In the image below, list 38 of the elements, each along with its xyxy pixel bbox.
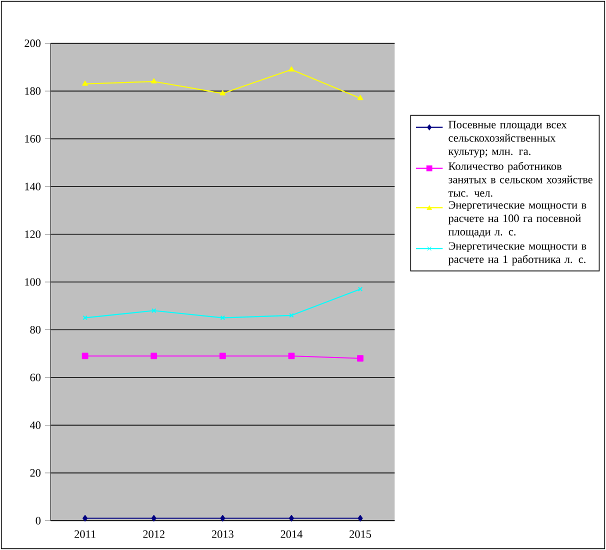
legend-label: Количество работников занятых в сельском хозяйстве тыс. чел. bbox=[448, 162, 592, 197]
point bbox=[151, 78, 157, 84]
x-tick-label: 2015 bbox=[350, 530, 372, 538]
point bbox=[358, 515, 363, 522]
y-tick-label: 80 bbox=[30, 326, 41, 334]
y-tick-label: 60 bbox=[30, 374, 41, 382]
point bbox=[219, 352, 226, 360]
point bbox=[357, 355, 364, 362]
y-tick-label: 120 bbox=[25, 230, 41, 238]
y-tick-label: 40 bbox=[30, 421, 41, 429]
x-tick-label: 2012 bbox=[143, 530, 164, 538]
point bbox=[288, 352, 295, 360]
y-tick-label: 0 bbox=[36, 516, 41, 524]
point bbox=[151, 515, 156, 522]
y-tick-label: 20 bbox=[30, 469, 41, 477]
y-tick-label: 200 bbox=[24, 40, 41, 48]
y-tick-label: 100 bbox=[25, 278, 41, 286]
point bbox=[288, 515, 294, 522]
y-tick-label: 140 bbox=[25, 182, 41, 190]
point bbox=[82, 515, 88, 522]
x-tick-label: 2014 bbox=[280, 530, 303, 538]
x-tick-label: 2011 bbox=[74, 530, 96, 538]
point bbox=[288, 66, 294, 72]
y-tick-label: 180 bbox=[25, 87, 41, 95]
point bbox=[357, 95, 364, 100]
legend-label: Энергетические мощности в расчете на 100 га посевной площади л. с. bbox=[448, 201, 586, 238]
legend-label: Энергетические мощности в расчете на 1 работника л. с. bbox=[448, 242, 586, 266]
point bbox=[150, 352, 158, 360]
y-tick-label: 160 bbox=[25, 135, 41, 143]
legend-label: Посевные площади всех сельскохозяйственных культур; млн. га. bbox=[448, 120, 567, 158]
point bbox=[220, 315, 226, 320]
point bbox=[82, 80, 88, 86]
point bbox=[220, 90, 226, 96]
point bbox=[220, 515, 226, 522]
point bbox=[82, 352, 88, 360]
x-tick-label: 2013 bbox=[212, 530, 234, 538]
point bbox=[151, 308, 156, 314]
point bbox=[289, 312, 294, 318]
